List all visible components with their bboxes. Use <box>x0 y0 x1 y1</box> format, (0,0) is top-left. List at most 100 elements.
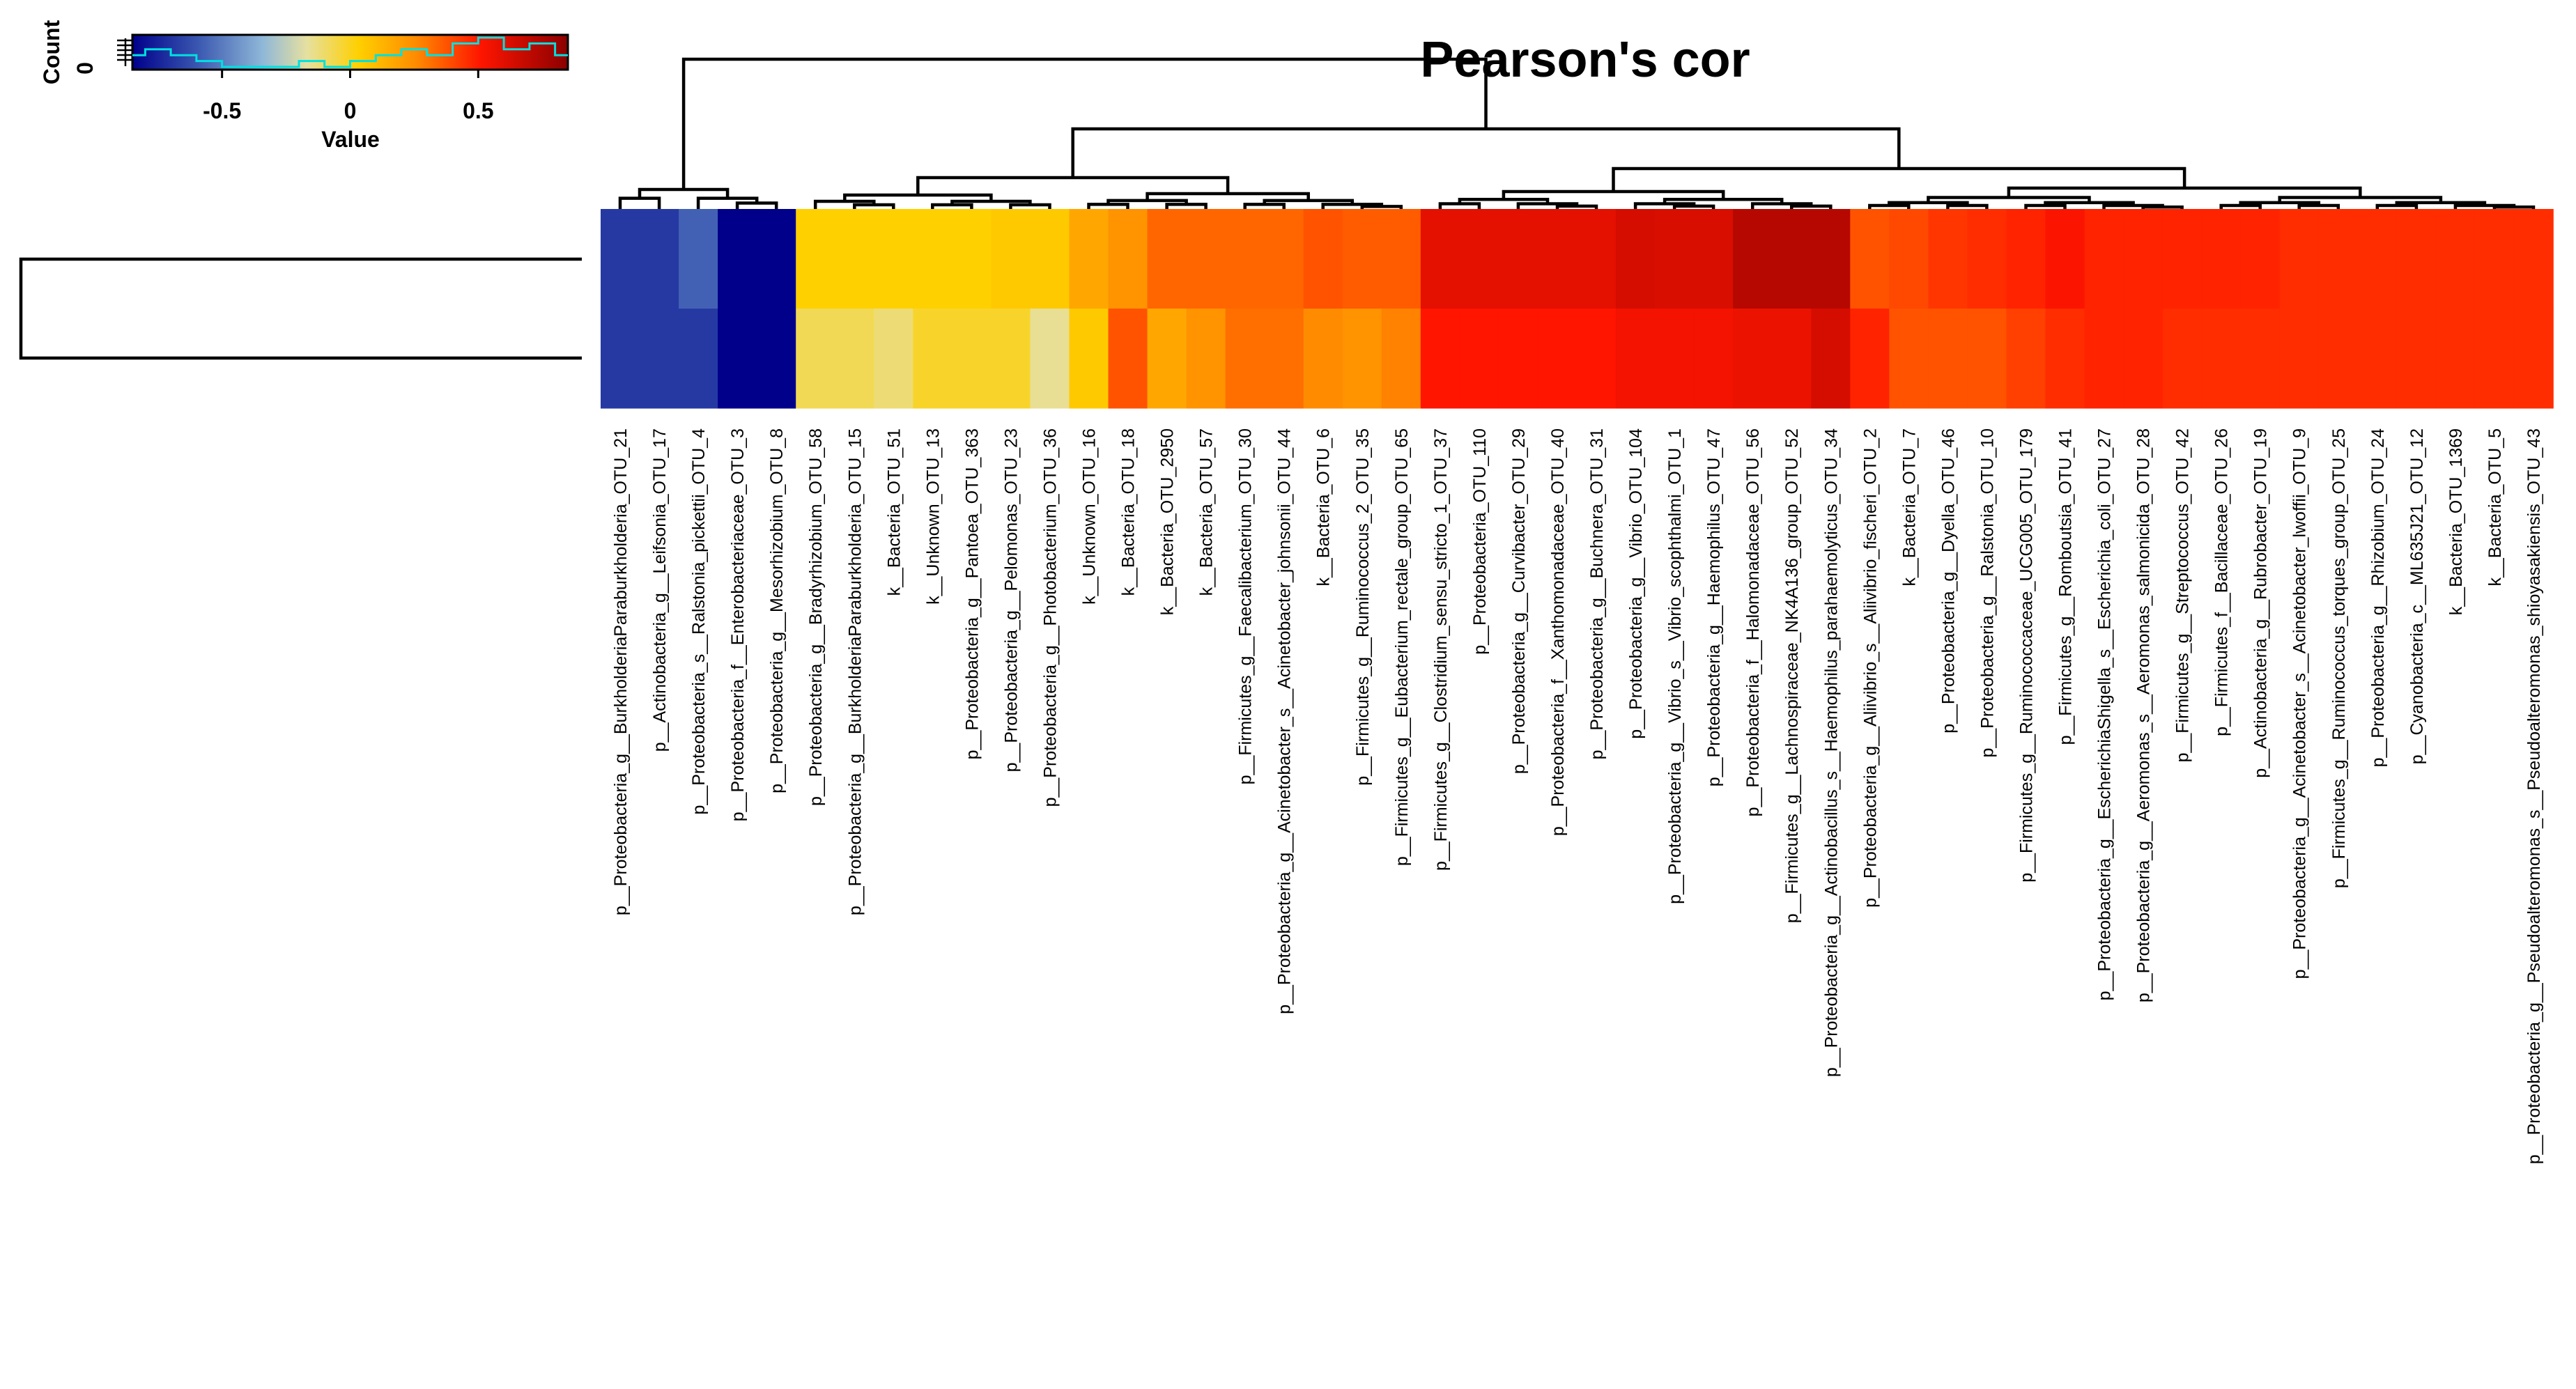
heatmap-cell <box>1733 309 1773 409</box>
column-label: p__Firmicutes_g__Streptococcus_OTU_42 <box>2173 428 2193 762</box>
heatmap-cell <box>1108 209 1148 309</box>
column-labels: p__Proteobacteria_g__BurkholderiaParabur… <box>611 428 2544 1164</box>
column-label: k__Bacteria_OTU_57 <box>1197 428 1217 596</box>
heatmap-cell <box>718 309 757 409</box>
heatmap-cell <box>2279 209 2320 309</box>
column-label: k__Bacteria_OTU_2950 <box>1158 428 1178 615</box>
heatmap-cell <box>640 309 679 409</box>
column-label: k__Bacteria_OTU_7 <box>1899 428 1919 587</box>
color-key-x-axis: -0.5 0 0.5 <box>203 70 494 123</box>
dendrogram-branch <box>1243 203 1286 209</box>
column-label: p__Proteobacteria_g__Aliivibrio_s__Aliiv… <box>1860 428 1880 908</box>
heatmap-cell <box>1342 209 1382 309</box>
column-label: p__Firmicutes_g__Eubacterium_rectale_gro… <box>1392 428 1412 866</box>
column-label: p__Actinobacteria_g__Leifsonia_OTU_17 <box>650 428 670 752</box>
heatmap-cell <box>601 209 640 309</box>
column-label: k__Bacteria_OTU_6 <box>1314 428 1334 587</box>
dendrogram-branch <box>681 57 1488 189</box>
heatmap-cell <box>1303 309 1343 409</box>
column-label: k__Bacteria_OTU_18 <box>1119 428 1139 596</box>
heatmap-cell <box>679 309 718 409</box>
heatmap-cell <box>1577 309 1617 409</box>
column-label: p__Proteobacteria_g__EscherichiaShigella… <box>2095 428 2115 1000</box>
heatmap-cell <box>2357 209 2398 309</box>
heatmap-cell <box>2162 209 2203 309</box>
column-label: p__Proteobacteria_g__Pantoea_OTU_363 <box>962 428 982 759</box>
heatmap-cell <box>1498 309 1538 409</box>
heatmap-cell <box>1225 309 1265 409</box>
column-label: p__Proteobacteria_s__Ralstonia_pickettii… <box>689 428 709 815</box>
dendrogram-branch <box>1868 203 1911 209</box>
heatmap-cell <box>2201 309 2242 409</box>
color-key-xlabel: Value <box>321 127 380 152</box>
dendrogram-branch <box>1165 203 1208 209</box>
heatmap-cell <box>1186 209 1226 309</box>
column-label: p__Proteobacteria_g__BurkholderiaParabur… <box>845 428 865 915</box>
heatmap-cell <box>1850 309 1890 409</box>
heatmap-cell <box>1030 209 1070 309</box>
heatmap-cell <box>2006 209 2046 309</box>
column-label: p__Firmicutes_g__Clostridium_sensu_stric… <box>1431 428 1451 871</box>
column-label: p__Proteobacteria_g__Haemophilus_OTU_47 <box>1704 428 1724 786</box>
heatmap-cell <box>1967 309 2007 409</box>
column-label: k__Bacteria_OTU_51 <box>884 428 904 596</box>
heatmap-cell <box>1928 209 1968 309</box>
heatmap-cell <box>991 209 1031 309</box>
heatmap-cells <box>601 209 2554 409</box>
heatmap-cell <box>2396 209 2437 309</box>
heatmap-cell <box>2006 309 2046 409</box>
column-label: p__Proteobacteria_g__BurkholderiaParabur… <box>611 428 631 915</box>
heatmap-cell <box>1264 209 1304 309</box>
column-label: p__Proteobacteria_f__Halomonadaceae_OTU_… <box>1743 428 1763 816</box>
column-label: k__Bacteria_OTU_5 <box>2485 428 2505 587</box>
column-label: p__Firmicutes_g__Ruminococcus_torques_gr… <box>2329 428 2349 888</box>
heatmap-cell <box>1303 209 1343 309</box>
heatmap-cell <box>2513 309 2554 409</box>
heatmap-cell <box>679 209 718 309</box>
heatmap-cell <box>718 209 757 309</box>
heatmap-cell <box>2513 209 2554 309</box>
column-label: k__Bacteria_OTU_1369 <box>2446 428 2466 615</box>
column-label: p__Proteobacteria_g__Vibrio_s__Vibrio_sc… <box>1665 428 1685 904</box>
heatmap-cell <box>1577 209 1617 309</box>
heatmap-cell <box>2318 309 2359 409</box>
heatmap-cell <box>874 209 914 309</box>
column-label: p__Proteobacteria_g__Pseudoalteromonas_s… <box>2524 428 2544 1164</box>
row-dendrogram <box>19 257 582 360</box>
dendrogram-branch <box>2375 203 2419 209</box>
column-label: p__Cyanobacteria_c__ML635J21_OTU_12 <box>2407 428 2427 764</box>
color-key-tick-label: 0.5 <box>463 98 493 123</box>
dendrogram-branch <box>1555 204 1598 209</box>
heatmap-cell <box>1030 309 1070 409</box>
heatmap-cell <box>2474 209 2515 309</box>
column-label: p__Firmicutes_g__Ruminococcus_2_OTU_35 <box>1353 428 1373 786</box>
heatmap-cell <box>1381 209 1421 309</box>
heatmap-cell <box>991 309 1031 409</box>
heatmap-cell <box>874 309 914 409</box>
column-label: p__Proteobacteria_g__Curvibacter_OTU_29 <box>1509 428 1529 774</box>
heatmap-cell <box>2045 309 2085 409</box>
heatmap-cell <box>1537 209 1578 309</box>
dendrogram-branch <box>2297 203 2340 209</box>
heatmap-cell <box>757 309 796 409</box>
column-label: p__Proteobacteria_g__Photobacterium_OTU_… <box>1041 428 1061 807</box>
heatmap-cell <box>1811 309 1851 409</box>
heatmap-cell <box>2084 209 2124 309</box>
heatmap-cell <box>1069 309 1109 409</box>
column-label: p__Proteobacteria_g__Acinetobacter_s__Ac… <box>1275 428 1295 1014</box>
heatmap-cell <box>1616 209 1656 309</box>
column-label: p__Firmicutes_g__Ruminococcaceae_UCG005_… <box>2017 428 2037 883</box>
dendrogram-branch <box>1071 127 1901 178</box>
heatmap-cell <box>2084 309 2124 409</box>
column-label: p__Actinobacteria_g__Rubrobacter_OTU_19 <box>2251 428 2271 778</box>
heatmap-cell <box>2240 209 2281 309</box>
column-label: p__Proteobacteria_g__Actinobacillus_s__H… <box>1821 428 1841 1077</box>
heatmap-cell <box>1459 209 1499 309</box>
color-key-ylabel: Count <box>39 20 64 84</box>
heatmap-cell <box>913 309 953 409</box>
heatmap-cell <box>1186 309 1226 409</box>
column-label: p__Firmicutes_g__Lachnospiraceae_NK4A136… <box>1782 428 1802 923</box>
heatmap-cell <box>796 209 836 309</box>
color-key-tick-label: 0 <box>344 98 357 123</box>
dendrogram-branch <box>1946 203 1989 209</box>
